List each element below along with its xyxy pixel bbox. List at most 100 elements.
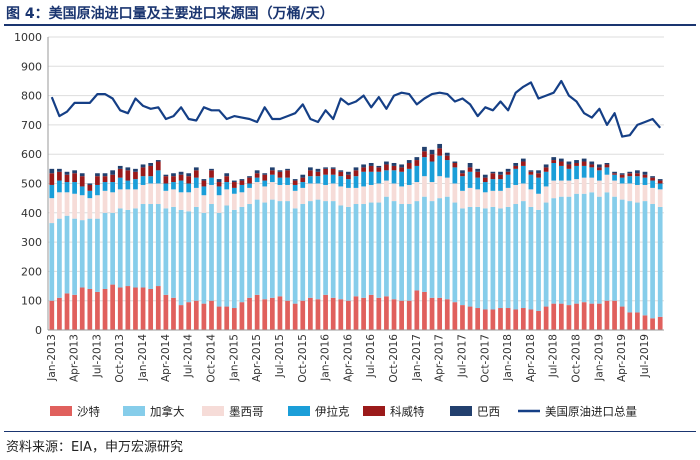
bar-segment-伊拉克	[186, 183, 192, 193]
y-tick-label: 400	[21, 207, 42, 220]
bar-segment-伊拉克	[277, 177, 283, 185]
bar-segment-巴西	[231, 180, 237, 183]
bar-segment-加拿大	[87, 218, 93, 289]
x-tick-label: Jan-2019	[593, 334, 605, 382]
bar-segment-伊拉克	[612, 174, 617, 181]
bar-segment-墨西哥	[650, 187, 655, 205]
bar-segment-墨西哥	[505, 187, 511, 207]
bar-segment-加拿大	[635, 202, 640, 313]
bar-segment-加拿大	[201, 212, 207, 304]
bar-segment-科威特	[110, 174, 115, 183]
bar-segment-墨西哥	[475, 189, 481, 207]
bar-segment-巴西	[64, 171, 70, 175]
bar-segment-伊拉克	[460, 176, 465, 191]
x-tick-label: Jul-2015	[274, 334, 286, 378]
bar-segment-沙特	[193, 300, 199, 330]
bar-segment-墨西哥	[330, 183, 336, 202]
bar-segment-加拿大	[315, 199, 321, 300]
bar-segment-巴西	[247, 176, 252, 178]
y-tick-label: 0	[35, 324, 42, 337]
bar-segment-墨西哥	[308, 183, 313, 202]
bar-segment-墨西哥	[125, 189, 131, 210]
bar-segment-墨西哥	[361, 186, 366, 205]
x-tick-label: Oct-2014	[206, 334, 218, 383]
bar-segment-沙特	[627, 312, 633, 330]
bar-segment-沙特	[262, 299, 268, 330]
bar-segment-沙特	[79, 287, 85, 330]
bar-segment-加拿大	[520, 201, 526, 309]
bar-segment-墨西哥	[452, 183, 458, 203]
bar-segment-巴西	[444, 152, 450, 156]
x-tick-label: Jul-2017	[456, 334, 468, 378]
bar-segment-伊拉克	[528, 174, 534, 190]
bar-segment-伊拉克	[422, 157, 427, 177]
bar-segment-伊拉克	[619, 177, 625, 184]
bar-segment-墨西哥	[558, 180, 564, 197]
bar-segment-沙特	[368, 294, 374, 330]
bar-segment-巴西	[612, 171, 617, 174]
bar-segment-科威特	[292, 180, 298, 185]
legend-swatch	[363, 406, 385, 416]
bar-segment-加拿大	[406, 204, 412, 301]
bar-segment-巴西	[642, 171, 648, 175]
bar-segment-科威特	[581, 161, 587, 166]
bar-segment-加拿大	[102, 212, 108, 289]
bar-segment-墨西哥	[292, 190, 298, 209]
bar-segment-墨西哥	[635, 184, 640, 203]
y-tick-label: 800	[21, 90, 42, 103]
bar-segment-伊拉克	[513, 168, 519, 185]
bar-segment-科威特	[87, 184, 93, 191]
bar-segment-沙特	[87, 288, 93, 330]
bar-segment-伊拉克	[589, 167, 595, 178]
bar-segment-加拿大	[231, 209, 237, 309]
bar-segment-沙特	[57, 297, 62, 330]
bar-segment-加拿大	[140, 204, 146, 288]
bar-segment-伊拉克	[140, 176, 146, 185]
bar-segment-伊拉克	[117, 177, 123, 190]
bar-segment-沙特	[323, 294, 328, 330]
bar-segment-伊拉克	[482, 182, 488, 193]
bar-segment-巴西	[528, 170, 534, 172]
bar-segment-沙特	[513, 309, 519, 330]
bar-segment-科威特	[612, 173, 617, 175]
bar-segment-伊拉克	[155, 170, 161, 184]
bar-segment-沙特	[346, 300, 351, 330]
bar-segment-沙特	[231, 308, 237, 330]
bar-segment-科威特	[72, 173, 77, 183]
bar-segment-科威特	[155, 161, 161, 171]
bar-segment-科威特	[467, 167, 473, 172]
bar-segment-巴西	[513, 162, 519, 166]
bar-segment-墨西哥	[133, 189, 138, 209]
bar-segment-加拿大	[574, 193, 579, 304]
bar-segment-伊拉克	[247, 183, 252, 188]
bar-segment-伊拉克	[475, 177, 481, 190]
x-tick-label: Apr-2013	[69, 334, 81, 382]
bar-segment-科威特	[163, 176, 169, 184]
bar-segment-墨西哥	[231, 193, 237, 210]
bar-segment-巴西	[353, 167, 359, 171]
bar-segment-伊拉克	[650, 180, 655, 188]
bar-segment-科威特	[513, 165, 519, 169]
bar-segment-加拿大	[308, 201, 313, 298]
bar-segment-墨西哥	[589, 177, 595, 193]
bar-segment-沙特	[444, 299, 450, 330]
bar-segment-墨西哥	[414, 182, 420, 202]
bar-segment-伊拉克	[87, 190, 93, 199]
bar-segment-巴西	[627, 171, 633, 174]
bar-segment-科威特	[528, 171, 534, 175]
bar-segment-墨西哥	[102, 190, 108, 213]
bar-segment-沙特	[399, 300, 404, 330]
bar-segment-加拿大	[163, 208, 169, 295]
x-tick-label: Jan-2018	[502, 334, 514, 382]
bar-segment-沙特	[163, 294, 169, 330]
bar-segment-伊拉克	[490, 179, 496, 191]
bar-segment-巴西	[581, 158, 587, 162]
bar-segment-巴西	[95, 173, 100, 177]
bar-segment-加拿大	[323, 201, 328, 295]
bar-segment-科威特	[627, 173, 633, 177]
bar-segment-伊拉克	[300, 182, 306, 188]
bar-segment-巴西	[589, 161, 595, 165]
bar-segment-沙特	[140, 287, 146, 330]
bar-segment-巴西	[315, 168, 321, 172]
bar-segment-墨西哥	[467, 187, 473, 207]
